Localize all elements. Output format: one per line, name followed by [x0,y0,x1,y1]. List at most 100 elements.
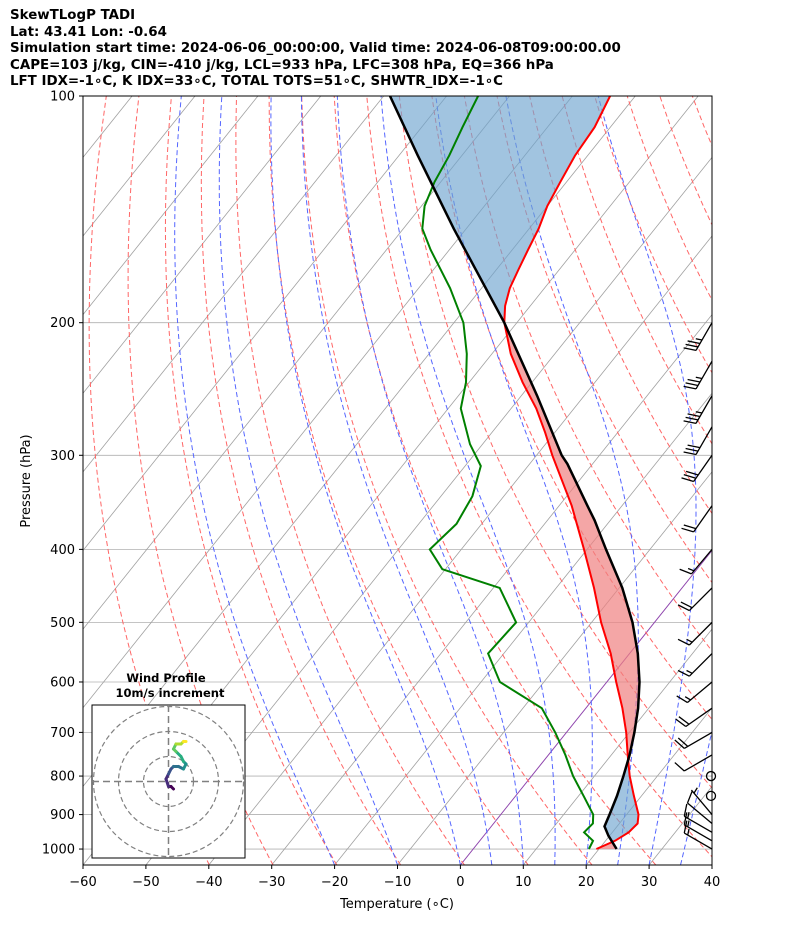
dry-adiabat [758,96,794,865]
dry-adiabat [235,96,465,865]
barb-flag [675,718,687,728]
barb-flag [685,447,699,452]
y-tick-label: 900 [50,808,75,823]
barb-flag [681,477,694,483]
x-tick-label: 30 [641,875,658,890]
barb-half-flag [684,696,691,701]
barb-staff [685,707,713,728]
sim-times: Simulation start time: 2024-06-06_00:00:… [10,41,621,57]
barb-staff [683,832,713,850]
barb-flag [687,413,701,418]
wind-barb [677,621,713,646]
wind-barb [705,790,717,802]
barb-flag [683,820,688,834]
barb-half-flag [687,567,695,572]
wind-barb [681,454,713,483]
barb-staff [695,426,713,455]
barb-half-flag [686,669,693,674]
barb-flag [685,382,699,387]
isotherm-line [334,392,712,865]
isotherm-line [83,96,510,630]
wind-barb [675,707,713,728]
isotherm-line [208,235,712,865]
dry-adiabat [691,96,712,148]
dry-adiabat [626,96,712,302]
moist-adiabat [270,96,461,865]
calm-circle [705,790,717,802]
zero-isotherm [460,549,712,865]
hodograph-title: Wind Profile [126,671,206,685]
dry-adiabat [127,96,274,865]
wind-barb [677,587,713,612]
barb-staff [693,505,713,533]
barb-flag [681,527,694,533]
y-tick-label: 500 [50,616,75,631]
barb-flag [677,669,690,677]
barb-staff [695,395,713,424]
barb-flag [687,444,701,449]
barb-flag [685,470,699,476]
isotherm-line [648,785,712,865]
dry-adiabat [496,96,712,584]
moist-adiabat [218,96,398,865]
barb-staff [683,754,713,772]
axes: Temperature (∘C) Pressure (hPa) 10020030… [19,90,720,913]
y-tick-label: 300 [50,449,75,464]
isotherm-line [145,156,712,865]
dry-adiabat [366,96,712,858]
wind-barb [683,426,713,456]
x-tick-label: −40 [195,875,222,890]
y-tick-label: 800 [50,770,75,785]
moist-adiabat [336,96,524,865]
barb-staff [688,621,713,646]
hodograph-plot [92,705,245,858]
barb-half-flag [695,376,703,380]
y-tick-label: 700 [50,726,75,741]
moist-adiabat [380,96,556,865]
moist-adiabat [174,96,336,865]
dry-adiabat [561,96,712,445]
barb-half-flag [695,338,703,341]
dry-adiabat [725,96,794,865]
moist-adiabat [505,96,639,865]
x-tick-label: 0 [456,875,464,890]
barb-staff [683,824,713,842]
isotherm-line [83,96,259,316]
barb-flag [687,340,701,345]
y-tick-label: 100 [50,90,75,105]
wind-barbs [674,322,717,850]
isotherm-line [271,313,712,865]
stability-indices: LFT IDX=-1∘C, K IDX=33∘C, TOTAL TOTS=51∘… [10,74,503,90]
isotherm-line [775,96,794,865]
x-tick-label: 10 [515,875,532,890]
isotherm-line [83,96,322,394]
barb-flag [683,473,697,479]
x-tick-label: −20 [321,875,348,890]
calm-circle [705,770,717,782]
barb-flag [679,568,692,575]
barb-flag [685,416,699,421]
wind-barb [681,505,713,533]
barb-flag [687,378,701,383]
parcel-path-line [388,96,641,850]
wind-barb [683,322,713,352]
barb-staff [693,454,713,482]
barb-flag [677,638,690,646]
y-tick-label: 400 [50,543,75,558]
dry-adiabat [301,96,593,865]
barb-staff [687,681,713,704]
y-tick-label: 1000 [42,843,75,858]
wind-barb [683,360,713,390]
barb-flag [683,420,697,425]
dry-adiabat [463,96,712,652]
barb-flag [683,524,697,530]
barb-flag [683,385,697,390]
dry-adiabat [431,96,712,721]
barb-staff [695,360,713,390]
barb-flag [676,695,688,704]
isotherm-line [711,864,712,865]
barb-flag [683,812,688,825]
cape-area [390,96,611,323]
barb-flag [680,601,693,609]
